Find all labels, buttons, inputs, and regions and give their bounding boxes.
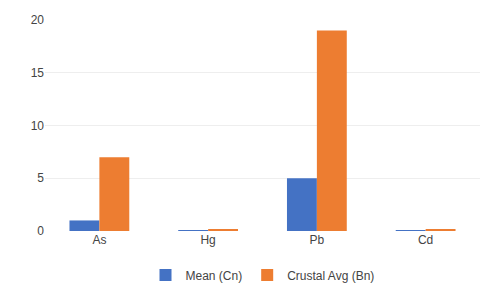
svg-text:5: 5: [37, 171, 44, 185]
svg-text:Pb: Pb: [310, 233, 325, 247]
svg-text:10: 10: [31, 119, 45, 133]
svg-text:Crustal Avg (Bn): Crustal Avg (Bn): [287, 269, 374, 283]
svg-text:0: 0: [37, 224, 44, 238]
svg-text:Hg: Hg: [200, 233, 215, 247]
svg-text:As: As: [92, 233, 106, 247]
svg-text:20: 20: [31, 13, 45, 27]
svg-text:15: 15: [31, 66, 45, 80]
svg-text:Mean (Cn): Mean (Cn): [186, 269, 243, 283]
svg-text:Cd: Cd: [418, 233, 433, 247]
